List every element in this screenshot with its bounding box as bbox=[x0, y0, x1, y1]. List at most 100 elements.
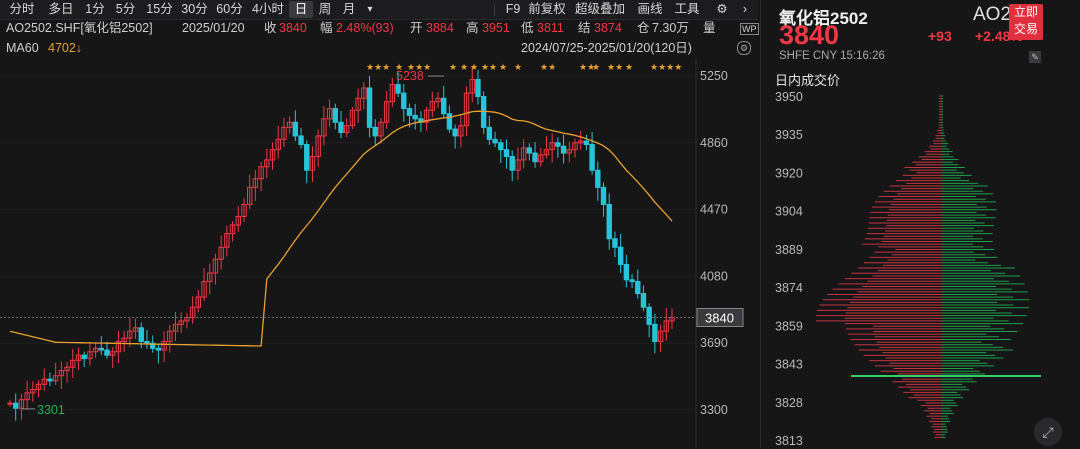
period-tab-10[interactable]: 月 bbox=[342, 2, 356, 16]
candle-body bbox=[212, 258, 219, 274]
y-tick-label: 4860 bbox=[700, 136, 728, 150]
period-tab-5[interactable]: 30分 bbox=[181, 2, 208, 16]
range-settings-icon[interactable]: ⚙ bbox=[737, 41, 751, 55]
level-label: 3843 bbox=[775, 358, 803, 372]
period-tab-7[interactable]: 4小时 bbox=[252, 2, 284, 16]
candle-body bbox=[543, 149, 550, 156]
candle-body bbox=[132, 327, 139, 332]
high-label: 高 bbox=[466, 21, 479, 35]
y-tick-label: 5250 bbox=[700, 69, 728, 83]
candle-body bbox=[538, 154, 544, 163]
period-tab-4[interactable]: 15分 bbox=[146, 2, 173, 16]
date-range: 2024/07/25-2025/01/20(120日) bbox=[521, 41, 692, 55]
candle-body bbox=[98, 347, 105, 351]
candle-body bbox=[458, 125, 464, 137]
candle-body bbox=[30, 388, 36, 394]
candle-body bbox=[617, 246, 624, 265]
toolbar-action-0[interactable]: F9 bbox=[505, 2, 521, 16]
candle-body bbox=[509, 156, 515, 171]
candle-body bbox=[235, 215, 241, 226]
edit-icon[interactable]: ✎ bbox=[1029, 51, 1041, 63]
signal-star: ★ bbox=[592, 63, 600, 73]
candle-body bbox=[515, 159, 521, 171]
candle-body bbox=[178, 320, 184, 325]
candle-body bbox=[292, 121, 299, 137]
exchange-meta: SHFE CNY 15:16:26 bbox=[779, 50, 885, 62]
candle-body bbox=[41, 378, 47, 385]
wp-icon[interactable]: WP bbox=[740, 23, 759, 35]
candle-body bbox=[475, 78, 481, 98]
candle-body bbox=[503, 149, 510, 158]
candle-body bbox=[492, 138, 498, 144]
ma-value: 4702↓ bbox=[48, 41, 83, 55]
signal-star: ★★★ bbox=[366, 63, 390, 73]
candle-body bbox=[229, 224, 236, 235]
signal-star: ★ bbox=[449, 63, 457, 73]
toolbar-action-4[interactable]: 工具 bbox=[674, 2, 700, 16]
candle-body bbox=[92, 347, 99, 353]
candle-body bbox=[64, 366, 70, 372]
trade-button-line2: 交易 bbox=[1013, 22, 1038, 36]
signal-star: ★★ bbox=[540, 63, 556, 73]
toolbar-action-3[interactable]: 画线 bbox=[637, 2, 663, 16]
period-tab-0[interactable]: 分时 bbox=[9, 2, 35, 16]
candle-body bbox=[35, 383, 42, 390]
candle-body bbox=[401, 92, 407, 110]
toolbar-action-1[interactable]: 前复权 bbox=[528, 2, 566, 16]
contract-name: 氧化铝2502 bbox=[779, 9, 868, 28]
candle-body bbox=[269, 149, 276, 161]
trade-button[interactable]: 立即 交易 bbox=[1009, 4, 1043, 40]
candle-body bbox=[138, 327, 144, 342]
period-tab-9[interactable]: 周 bbox=[318, 2, 332, 16]
high-value: 3951 bbox=[482, 21, 510, 35]
candle-body bbox=[383, 101, 390, 123]
candle-body bbox=[355, 97, 361, 111]
trade-button-line1: 立即 bbox=[1013, 5, 1038, 19]
y-tick-label: 4080 bbox=[700, 269, 728, 283]
ma60-line bbox=[9, 110, 673, 347]
gear-icon[interactable]: ⚙ bbox=[716, 2, 728, 16]
chevron-right-icon[interactable]: › bbox=[742, 2, 748, 16]
settle-label: 结 bbox=[578, 21, 591, 35]
period-tab-2[interactable]: 1分 bbox=[85, 2, 105, 16]
candle-body bbox=[498, 142, 504, 151]
candle-body bbox=[646, 306, 652, 325]
candle-body bbox=[412, 114, 418, 120]
candle-body bbox=[577, 140, 584, 144]
candle-body bbox=[127, 330, 133, 339]
candle-body bbox=[304, 144, 310, 171]
candle-body bbox=[595, 169, 601, 188]
candle-body bbox=[207, 272, 213, 283]
candle-body bbox=[629, 279, 635, 283]
candle-body bbox=[172, 323, 179, 332]
candle-body bbox=[275, 138, 281, 151]
candle-body bbox=[606, 203, 612, 240]
candle-body bbox=[321, 118, 327, 137]
candle-body bbox=[446, 113, 453, 130]
oi-value: 7.30万 bbox=[652, 21, 689, 35]
candle-body bbox=[298, 135, 304, 146]
period-tab-8[interactable]: 日 bbox=[289, 1, 313, 18]
candle-body bbox=[167, 330, 173, 342]
period-tab-1[interactable]: 多日 bbox=[48, 2, 74, 16]
candle-body bbox=[520, 147, 527, 161]
period-tab-3[interactable]: 5分 bbox=[115, 2, 136, 16]
candle-body bbox=[441, 97, 447, 115]
candle-body bbox=[361, 87, 367, 99]
toolbar-action-2[interactable]: 超级叠加 bbox=[574, 2, 625, 16]
candle-body bbox=[264, 159, 270, 168]
expand-icon[interactable]: ⤢ bbox=[1034, 418, 1062, 446]
candle-body bbox=[652, 323, 658, 342]
date-label: 2025/01/20 bbox=[182, 21, 245, 35]
low-marker: 3301 bbox=[37, 403, 65, 417]
candle-body bbox=[252, 178, 259, 188]
period-tab-6[interactable]: 60分 bbox=[216, 2, 243, 16]
candle-body bbox=[161, 340, 167, 351]
more-periods-icon[interactable]: ▾ bbox=[367, 4, 373, 15]
change-value: +93 bbox=[928, 28, 952, 44]
candle-body bbox=[144, 340, 150, 344]
candle-body bbox=[184, 317, 190, 322]
intraday-title: 日内成交价 bbox=[775, 73, 841, 88]
close-value: 3840 bbox=[279, 21, 307, 35]
